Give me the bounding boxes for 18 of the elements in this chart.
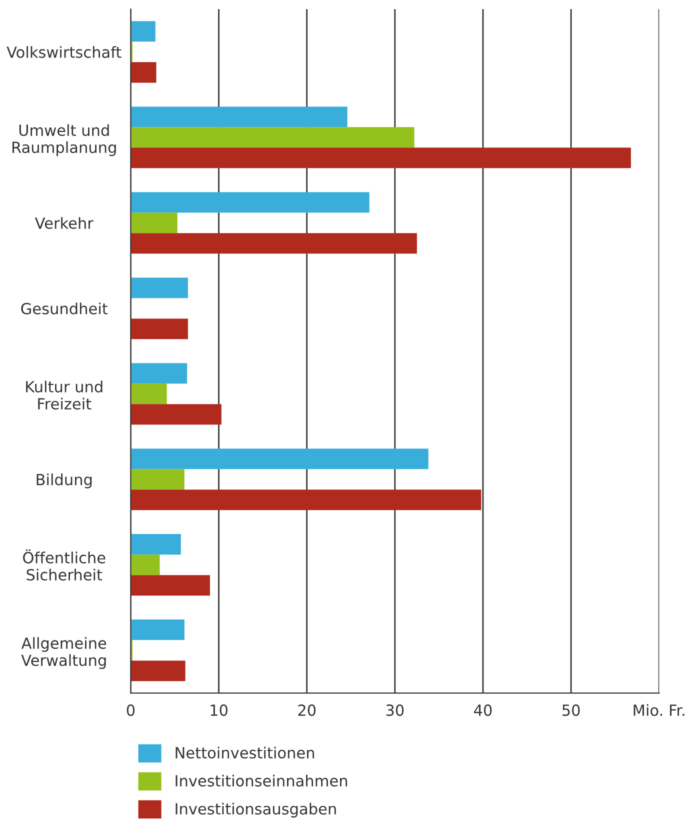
y-tick-label: Allgemeine Verwaltung <box>21 637 106 670</box>
x-tick-label: 40 <box>474 704 492 716</box>
y-tick-label: Volkswirtschaft <box>6 46 122 58</box>
x-tick-label: Mio. Fr. <box>634 704 684 716</box>
y-tick-label: Verkehr <box>34 217 94 229</box>
y-tick-label: Öffentliche Sicherheit <box>23 549 106 581</box>
y-tick-label: Umwelt und Raumplanung <box>12 124 116 156</box>
y-tick-label: Kultur und Freizeit <box>26 380 102 410</box>
legend-label: Investitionsausgaben <box>176 802 336 818</box>
legend-label: Nettoinvestitionen <box>176 746 314 759</box>
x-tick-label: 30 <box>386 704 404 716</box>
x-tick-label: 50 <box>562 704 580 716</box>
legend-label: Investitionseinnahmen <box>176 774 348 787</box>
y-tick-label: Bildung <box>36 474 92 488</box>
x-tick-label: 0 <box>126 704 135 716</box>
y-tick-label: Gesundheit <box>21 302 108 314</box>
x-tick-label: 20 <box>298 704 316 716</box>
x-tick-label: 10 <box>210 704 228 716</box>
